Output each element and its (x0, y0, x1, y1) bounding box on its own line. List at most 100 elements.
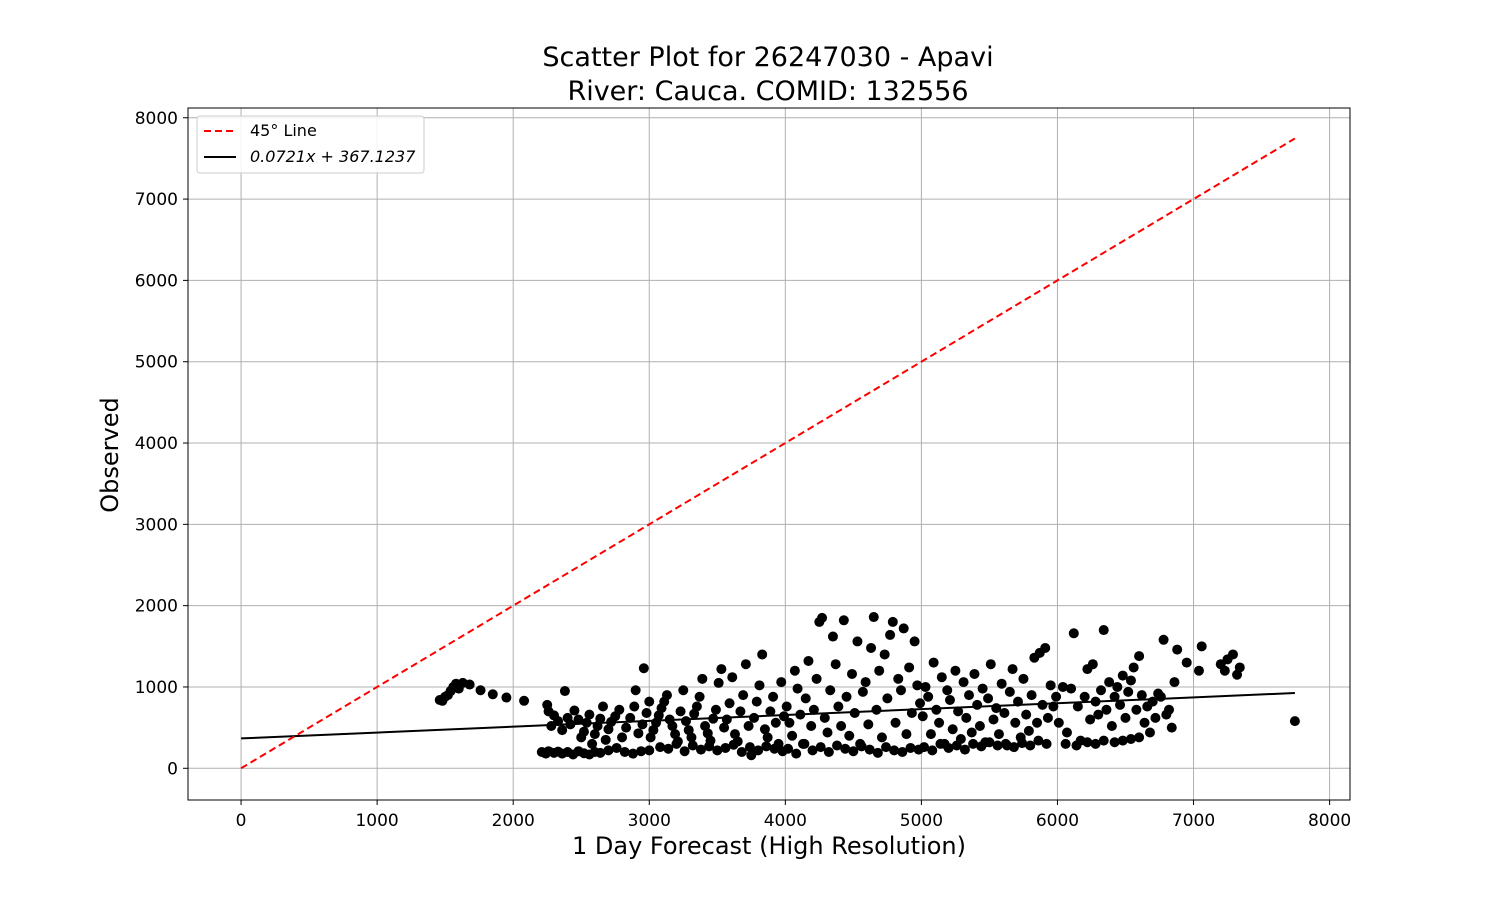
scatter-point (1155, 691, 1166, 702)
y-tick-label: 4000 (135, 434, 178, 454)
scatter-point (627, 748, 638, 759)
scatter-point (885, 629, 896, 640)
scatter-point (917, 711, 928, 722)
scatter-point (847, 668, 857, 679)
x-axis-label: 1 Day Forecast (High Resolution) (572, 832, 966, 860)
scatter-point (1117, 670, 1128, 681)
scatter-point (704, 741, 715, 752)
scatter-point (1125, 675, 1136, 686)
plot-frame (187, 107, 1351, 801)
scatter-point (675, 706, 686, 717)
scatter-point (691, 701, 702, 712)
y-tick-label: 6000 (135, 271, 178, 291)
scatter-point (776, 677, 787, 688)
scatter-point (629, 701, 640, 712)
scatter-point (893, 673, 904, 684)
scatter-point (1234, 662, 1245, 673)
scatter-point (985, 659, 996, 670)
scatter-point (1071, 740, 1082, 751)
scatter-point (712, 745, 723, 756)
scatter-point (1060, 738, 1071, 749)
scatter-point (1066, 683, 1077, 694)
scatter-point (1181, 657, 1192, 668)
scatter-point (1131, 704, 1142, 715)
scatter-point (595, 713, 606, 724)
scatter-point (897, 747, 908, 758)
scatter-point (905, 742, 916, 753)
scatter-point (716, 664, 727, 675)
x-tick-label: 5000 (900, 811, 943, 831)
scatter-point (1085, 714, 1096, 725)
scatter-point (841, 691, 852, 702)
y-tick-label: 2000 (135, 597, 178, 617)
x-tick-label: 8000 (1308, 811, 1351, 831)
scatter-point (697, 673, 708, 684)
scatter-point (993, 729, 1004, 740)
scatter-point (992, 740, 1003, 751)
legend-box (196, 115, 425, 174)
scatter-point (761, 741, 772, 752)
scatter-point (1196, 641, 1207, 652)
scatter-point (713, 677, 724, 688)
scatter-point (984, 737, 995, 748)
scatter-point (619, 747, 630, 758)
scatter-point (1023, 725, 1034, 736)
scatter-point (1125, 734, 1136, 745)
scatter-point (966, 727, 977, 738)
scatter-point (887, 616, 898, 627)
scatter-point (1087, 659, 1098, 670)
scatter-point (950, 665, 961, 676)
scatter-point (1150, 712, 1161, 723)
scatter-point (1193, 665, 1204, 676)
scatter-point (935, 738, 946, 749)
scatter-point (1109, 737, 1120, 748)
scatter-point (1010, 717, 1021, 728)
scatter-point (740, 659, 751, 670)
scatter-point (942, 685, 953, 696)
scatter-point (872, 747, 883, 758)
scatter-point (838, 615, 849, 626)
scatter-point (988, 714, 999, 725)
scatter-point (996, 678, 1007, 689)
scatter-point (661, 690, 672, 701)
scatter-point (969, 668, 980, 679)
scatter-point (852, 636, 863, 647)
scatter-point (895, 685, 906, 696)
scatter-point (553, 716, 564, 727)
scatter-point (644, 745, 655, 756)
x-tick-label: 7000 (1172, 811, 1215, 831)
scatter-point (743, 721, 754, 732)
y-tick-label: 3000 (135, 515, 178, 535)
scatter-point (792, 683, 803, 694)
scatter-point (799, 738, 810, 749)
scatter-point (744, 742, 755, 753)
scatter-point (587, 738, 598, 749)
scatter-point (759, 724, 770, 735)
x-axis-ticks: 0 1000 2000 3000 4000 5000 6000 7000 8000 (236, 800, 1351, 831)
scatter-point (925, 729, 936, 740)
scatter-point (1139, 717, 1150, 728)
scatter-point (999, 707, 1010, 718)
scatter-point (904, 662, 915, 673)
scatter-point (901, 729, 912, 740)
scatter-point (787, 730, 798, 741)
scatter-point (972, 699, 983, 710)
scatter-point (595, 747, 606, 758)
scatter-point (765, 706, 776, 717)
scatter-point (578, 726, 589, 737)
legend-45-line-label: 45° Line (250, 121, 317, 140)
scatter-point (977, 683, 988, 694)
scatter-point (983, 693, 994, 704)
scatter-point (827, 631, 838, 642)
scatter-point (781, 701, 792, 712)
scatter-point (603, 745, 614, 756)
scatter-point (1068, 628, 1079, 639)
scatter-point (919, 742, 930, 753)
scatter-point (807, 745, 818, 756)
scatter-point (1120, 712, 1131, 723)
scatter-point (589, 729, 600, 740)
scatter-point (487, 689, 498, 700)
scatter-point (686, 732, 697, 743)
identity-45-line (240, 137, 1296, 770)
scatter-point (958, 677, 969, 688)
